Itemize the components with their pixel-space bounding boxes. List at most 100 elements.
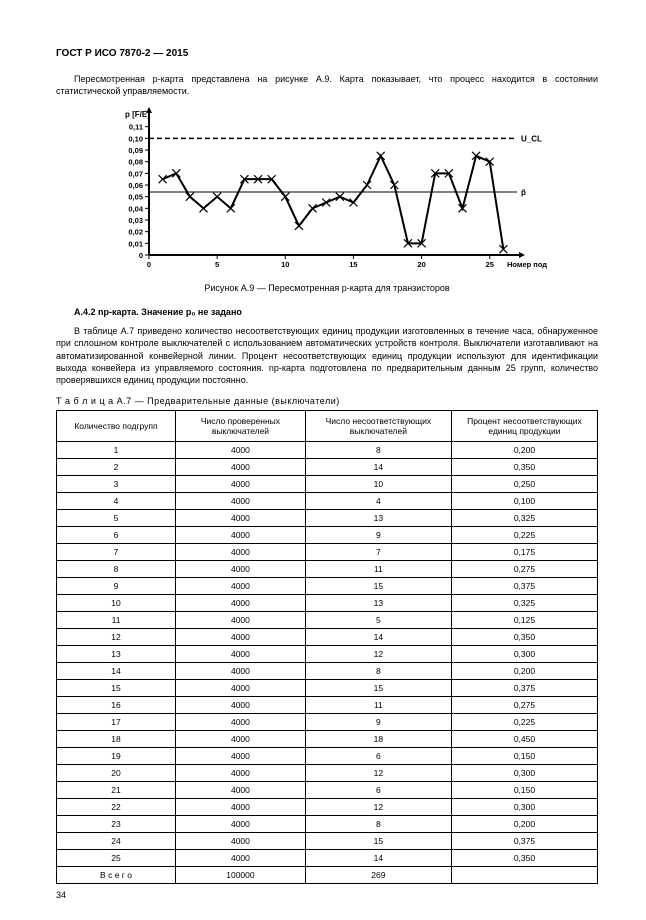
svg-text:0,03: 0,03: [128, 216, 143, 225]
table-row: В с е г о100000269: [57, 866, 598, 883]
svg-text:15: 15: [349, 260, 357, 269]
table-cell: 23: [57, 815, 176, 832]
table-cell: 10: [305, 475, 451, 492]
table-cell: 0,200: [451, 662, 597, 679]
table-cell: 13: [305, 509, 451, 526]
table-cell: 8: [305, 662, 451, 679]
table-cell: 4000: [176, 611, 306, 628]
svg-text:10: 10: [281, 260, 289, 269]
table-cell: 4000: [176, 628, 306, 645]
svg-text:0,07: 0,07: [128, 170, 143, 179]
table-cell: 0,375: [451, 832, 597, 849]
svg-text:0,05: 0,05: [128, 193, 143, 202]
svg-text:0,02: 0,02: [128, 228, 143, 237]
table-cell: 0,225: [451, 713, 597, 730]
table-cell: 0,350: [451, 849, 597, 866]
table-row: 104000130,325: [57, 594, 598, 611]
table-row: 7400070,175: [57, 543, 598, 560]
table-cell: 6: [305, 747, 451, 764]
table-cell: 14: [305, 628, 451, 645]
svg-text:0,04: 0,04: [128, 205, 143, 214]
table-row: 204000120,300: [57, 764, 598, 781]
table-cell: 4000: [176, 492, 306, 509]
table-row: 124000140,350: [57, 628, 598, 645]
table-cell: 0,375: [451, 679, 597, 696]
table-cell: 4000: [176, 509, 306, 526]
para2: В таблице А.7 приведено количество несоо…: [56, 325, 598, 386]
table-cell: 0,150: [451, 781, 597, 798]
table-cell: 0,300: [451, 645, 597, 662]
table-cell: 4000: [176, 662, 306, 679]
table-cell: В с е г о: [57, 866, 176, 883]
table-cell: 0,125: [451, 611, 597, 628]
table-cell: 17: [57, 713, 176, 730]
table-cell: 8: [57, 560, 176, 577]
table-header: Процент несоответствующих единиц продукц…: [451, 410, 597, 441]
table-row: 17400090,225: [57, 713, 598, 730]
table-cell: 0,150: [451, 747, 597, 764]
svg-text:0: 0: [147, 260, 151, 269]
table-cell: 4000: [176, 713, 306, 730]
table-cell: 11: [57, 611, 176, 628]
table-cell: 0,300: [451, 798, 597, 815]
table-cell: 0,375: [451, 577, 597, 594]
svg-text:0,10: 0,10: [128, 135, 143, 144]
table-cell: 0,325: [451, 594, 597, 611]
table-cell: 4: [305, 492, 451, 509]
table-cell: 0,275: [451, 560, 597, 577]
table-row: 224000120,300: [57, 798, 598, 815]
table-cell: 24: [57, 832, 176, 849]
table-cell: [451, 866, 597, 883]
table-row: 14400080,200: [57, 662, 598, 679]
intro-paragraph: Пересмотренная p-карта представлена на р…: [56, 73, 598, 97]
table-row: 94000150,375: [57, 577, 598, 594]
table-cell: 14: [57, 662, 176, 679]
svg-text:5: 5: [215, 260, 219, 269]
doc-code: ГОСТ Р ИСО 7870-2 — 2015: [56, 48, 598, 59]
svg-text:Номер подгруппы: Номер подгруппы: [507, 260, 547, 269]
table-cell: 21: [57, 781, 176, 798]
table-cell: 4000: [176, 815, 306, 832]
table-row: 34000100,250: [57, 475, 598, 492]
table-row: 164000110,275: [57, 696, 598, 713]
svg-text:0,09: 0,09: [128, 146, 143, 155]
table-cell: 2: [57, 458, 176, 475]
section-heading: А.4.2 np-карта. Значение p₀ не задано: [56, 307, 598, 317]
table-row: 4400040,100: [57, 492, 598, 509]
table-cell: 4000: [176, 798, 306, 815]
table-cell: 4000: [176, 747, 306, 764]
table-cell: 4000: [176, 594, 306, 611]
table-cell: 0,275: [451, 696, 597, 713]
table-cell: 12: [305, 645, 451, 662]
table-cell: 4000: [176, 679, 306, 696]
table-cell: 20: [57, 764, 176, 781]
table-cell: 4000: [176, 832, 306, 849]
table-cell: 4000: [176, 526, 306, 543]
table-cell: 4000: [176, 560, 306, 577]
table-cell: 4000: [176, 458, 306, 475]
table-row: 184000180,450: [57, 730, 598, 747]
svg-text:0: 0: [139, 251, 143, 260]
table-row: 154000150,375: [57, 679, 598, 696]
table-cell: 8: [305, 815, 451, 832]
table-row: 1400080,200: [57, 441, 598, 458]
table-cell: 269: [305, 866, 451, 883]
table-cell: 13: [305, 594, 451, 611]
data-table: Количество подгруппЧисло проверенных вык…: [56, 410, 598, 884]
table-header: Количество подгрупп: [57, 410, 176, 441]
table-cell: 0,350: [451, 458, 597, 475]
table-row: 21400060,150: [57, 781, 598, 798]
table-row: 54000130,325: [57, 509, 598, 526]
table-cell: 4000: [176, 475, 306, 492]
table-cell: 11: [305, 560, 451, 577]
table-cell: 3: [57, 475, 176, 492]
table-caption: Т а б л и ц а А.7 — Предварительные данн…: [56, 396, 598, 406]
table-cell: 100000: [176, 866, 306, 883]
table-header: Число несоответствующих выключателей: [305, 410, 451, 441]
table-cell: 0,225: [451, 526, 597, 543]
table-cell: 18: [57, 730, 176, 747]
table-row: 134000120,300: [57, 645, 598, 662]
table-row: 244000150,375: [57, 832, 598, 849]
table-cell: 11: [305, 696, 451, 713]
svg-text:U_CL: U_CL: [521, 135, 542, 144]
